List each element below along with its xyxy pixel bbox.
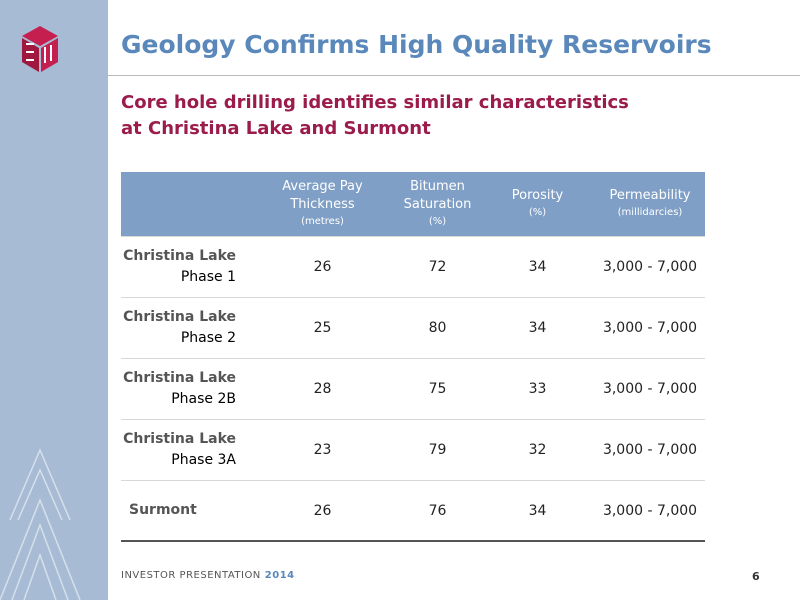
table-cell: 23 [313, 442, 332, 458]
column-name: Permeability [609, 188, 691, 203]
table-cell: 3,000 - 7,000 [602, 259, 698, 275]
subtitle: Core hole drilling identifies similar ch… [121, 90, 629, 142]
table-cell: 28 [313, 381, 332, 397]
table-cell: 34 [528, 320, 547, 336]
footer-label: INVESTOR PRESENTATION [121, 570, 261, 581]
footer-year: 2014 [264, 570, 295, 581]
slide-title: Geology Confirms High Quality Reservoirs [121, 30, 712, 59]
table-cell: 26 [313, 259, 332, 275]
header-cell: Average Pay Thickness (metres) [250, 172, 395, 236]
column-unit: (metres) [301, 216, 344, 227]
table-cell: 25 [313, 320, 332, 336]
table-cell: 34 [528, 502, 547, 519]
footer: INVESTOR PRESENTATION 2014 [121, 570, 295, 581]
column-name: Bitumen [410, 179, 465, 194]
row-name-line: Phase 3A [171, 452, 236, 468]
row-name: Christina Lake Phase 2 [121, 298, 250, 358]
row-name-line: Christina Lake [123, 248, 236, 264]
data-table: Average Pay Thickness (metres) Bitumen Satur… [121, 172, 705, 542]
table-cell: 34 [528, 259, 547, 275]
row-name: Christina Lake Phase 2B [121, 359, 250, 419]
table-cell: 75 [428, 381, 447, 397]
table-cell: 3,000 - 7,000 [602, 381, 698, 397]
column-name: Average Pay [282, 179, 363, 194]
sidebar [0, 0, 108, 601]
row-name-line: Surmont [129, 502, 197, 518]
header-cell: Permeability (millidarcies) [595, 172, 705, 236]
header-cell: Porosity (%) [480, 172, 595, 236]
table-row: Christina Lake Phase 1 26 72 34 3,000 - 7,000 [121, 236, 705, 297]
table-cell: 72 [428, 259, 447, 275]
row-name: Christina Lake Phase 3A [121, 420, 250, 480]
subtitle-line: at Christina Lake and Surmont [121, 118, 431, 139]
row-name-line: Christina Lake [123, 370, 236, 386]
table-cell: 26 [313, 502, 332, 519]
sidebar-art [0, 26, 81, 601]
table-cell: 33 [528, 381, 547, 397]
column-name: Saturation [403, 197, 472, 212]
row-name-line: Christina Lake [123, 431, 236, 447]
logo [22, 26, 58, 72]
table-cell: 3,000 - 7,000 [602, 320, 698, 336]
table-cell: 76 [428, 502, 447, 519]
table-row: Christina Lake Phase 3A 23 79 32 3,000 - 7,00… [121, 419, 705, 480]
row-name-line: Phase 2B [171, 391, 236, 407]
table-row: Surmont 26 76 34 3,000 - 7,000 [121, 480, 705, 542]
header-cell: Bitumen Saturation (%) [395, 172, 480, 236]
row-name-line: Phase 1 [180, 269, 236, 285]
column-unit: (%) [528, 207, 547, 218]
column-unit: (%) [428, 216, 447, 227]
column-unit: (millidarcies) [617, 207, 683, 218]
row-name-line: Phase 2 [180, 330, 236, 346]
table-cell: 3,000 - 7,000 [602, 442, 698, 458]
table-cell: 80 [428, 320, 447, 336]
table-cell: 32 [528, 442, 547, 458]
column-name: Porosity [511, 188, 564, 203]
decoration [0, 448, 81, 601]
column-name: Thickness [290, 197, 355, 212]
table-cell: 3,000 - 7,000 [602, 502, 698, 519]
table-row: Christina Lake Phase 2B 28 75 33 3,000 - 7,00… [121, 358, 705, 419]
subtitle-line: Core hole drilling identifies similar ch… [121, 92, 629, 113]
table-cell: 79 [428, 442, 447, 458]
row-name: Christina Lake Phase 1 [121, 237, 250, 297]
page-number: 6 [752, 570, 760, 583]
row-name: Surmont [121, 481, 250, 540]
table-row: Christina Lake Phase 2 25 80 34 3,000 - 7,000 [121, 297, 705, 358]
row-name-line: Christina Lake [123, 309, 236, 325]
header-row: Average Pay Thickness (metres) Bitumen Satur… [121, 172, 705, 236]
title-rule [108, 75, 800, 76]
